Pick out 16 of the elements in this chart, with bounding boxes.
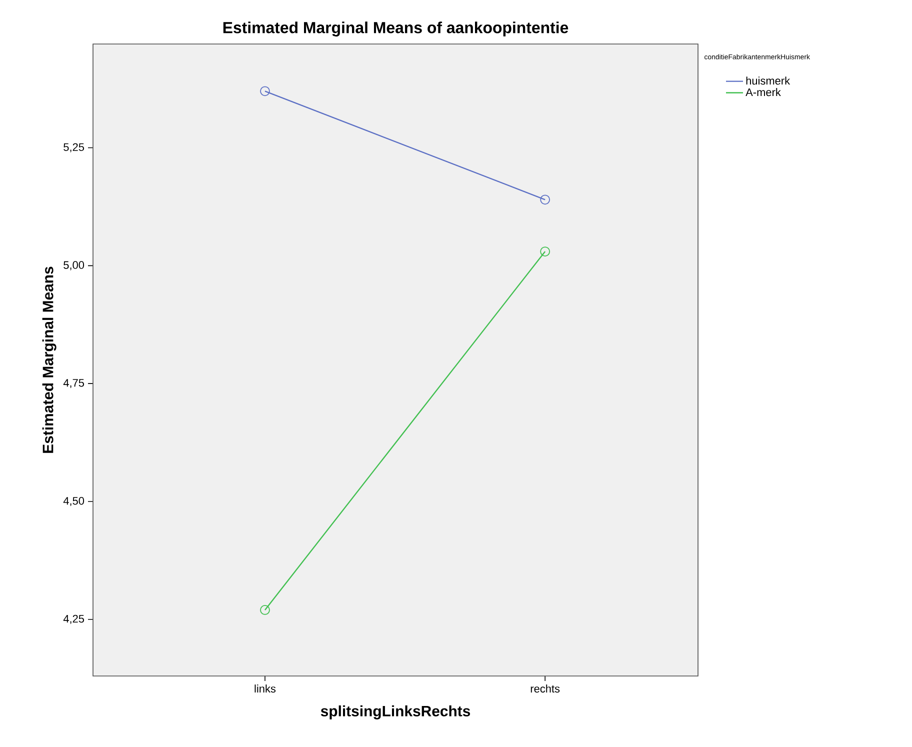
x-tick-label: rechts: [530, 684, 560, 693]
chart-title: Estimated Marginal Means of aankoopintentie: [223, 22, 568, 36]
y-tick-label: 5,00: [64, 261, 84, 270]
y-tick-label: 5,25: [64, 143, 84, 152]
y-tick-label: 4,25: [63, 614, 84, 624]
point: [540, 194, 550, 205]
point: [260, 605, 270, 615]
y-tick-label: 4,50: [63, 496, 84, 506]
legend-label: huismerk: [746, 76, 790, 85]
y-tick-label: 4,75: [63, 379, 84, 388]
y-axis-title: Estimated Marginal Means: [42, 266, 56, 453]
x-axis-title: splitsingLinksRechts: [320, 705, 470, 720]
point: [540, 246, 550, 256]
legend-label: A-merk: [746, 88, 781, 96]
point: [260, 86, 270, 96]
x-tick-label: links: [254, 684, 276, 693]
